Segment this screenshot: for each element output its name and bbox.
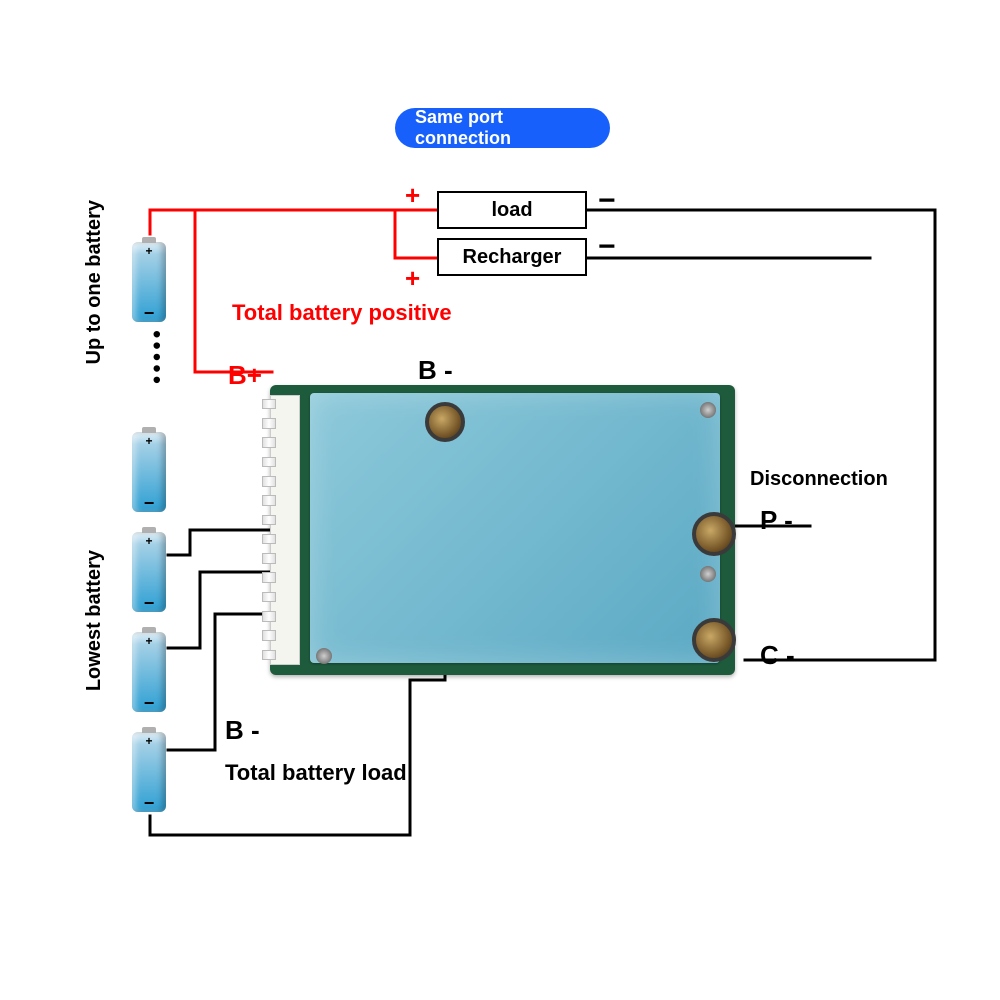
label-rech-minus: − [598,230,616,264]
label-b-minus-bot: B - [225,715,260,746]
pcb-hole [700,566,716,582]
connector-pin [262,553,276,564]
connector-pin [262,437,276,448]
label-lowest: Lowest battery [83,550,106,691]
load-box: load [437,191,587,229]
wire [150,210,437,258]
connector-pin [262,534,276,545]
label-disconnection: Disconnection [750,468,888,491]
label-p-minus: P - [760,505,793,536]
connector-pin [262,418,276,429]
title-text: Same port connection [415,107,590,149]
pcb-terminal [692,618,736,662]
load-label: load [491,199,532,222]
label-b-minus-top: B - [418,355,453,386]
connector-pin [262,457,276,468]
wire [195,210,272,372]
pcb-shield [310,393,720,663]
recharger-label: Recharger [463,246,562,269]
connector-pin [262,630,276,641]
battery-cell: +− [132,432,166,512]
label-total-positive: Total battery positive [232,300,452,326]
connector-pin [262,650,276,661]
battery-cell: +− [132,632,166,712]
connector-pin [262,515,276,526]
recharger-box: Recharger [437,238,587,276]
battery-cell: +− [132,532,166,612]
connector-pin [262,476,276,487]
connector-pin [262,495,276,506]
wire [168,572,270,648]
connector-pin [262,399,276,410]
label-c-minus: C - [760,640,795,671]
pcb-terminal [425,402,465,442]
battery-cell: +− [132,732,166,812]
battery-cell: +− [132,242,166,322]
pcb-hole [700,402,716,418]
connector-pin [262,592,276,603]
label-load-plus: + [405,180,420,211]
label-load-minus: − [598,184,616,218]
title-pill: Same port connection [395,108,610,148]
label-b-plus: B+ [228,360,262,391]
connector-pin [262,611,276,622]
pcb-hole [316,648,332,664]
battery-dots: ••••• [142,330,170,387]
pcb-terminal [692,512,736,556]
label-rech-plus: + [405,263,420,294]
wire [168,530,270,555]
label-up-to-one: Up to one battery [83,200,106,364]
connector-pin [262,572,276,583]
label-total-load: Total battery load [225,760,407,786]
pcb-connector [270,395,300,665]
